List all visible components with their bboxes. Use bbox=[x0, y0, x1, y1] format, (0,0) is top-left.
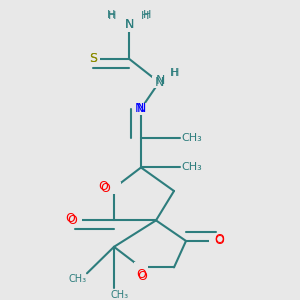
Text: H: H bbox=[170, 68, 178, 79]
FancyBboxPatch shape bbox=[152, 76, 166, 88]
Text: O: O bbox=[214, 233, 224, 246]
Text: O: O bbox=[215, 235, 224, 248]
Text: CH₃: CH₃ bbox=[111, 290, 129, 300]
Text: S: S bbox=[89, 52, 97, 65]
Text: CH₃: CH₃ bbox=[69, 274, 87, 284]
FancyBboxPatch shape bbox=[86, 53, 100, 64]
Text: H: H bbox=[171, 68, 180, 79]
Text: N: N bbox=[135, 102, 144, 115]
Text: O: O bbox=[100, 182, 110, 195]
Text: H: H bbox=[107, 10, 115, 20]
Text: S: S bbox=[89, 52, 97, 65]
Text: N: N bbox=[154, 76, 164, 89]
Text: O: O bbox=[99, 180, 108, 193]
Text: O: O bbox=[136, 268, 146, 281]
Text: N: N bbox=[124, 19, 134, 32]
Text: O: O bbox=[67, 214, 77, 227]
Text: N: N bbox=[156, 74, 165, 87]
Text: N: N bbox=[136, 102, 146, 115]
Text: O: O bbox=[138, 270, 147, 283]
FancyBboxPatch shape bbox=[68, 214, 82, 226]
Text: H: H bbox=[141, 11, 150, 21]
Text: H: H bbox=[108, 11, 117, 21]
FancyBboxPatch shape bbox=[122, 21, 136, 32]
Text: N: N bbox=[124, 19, 134, 32]
Text: CH₃: CH₃ bbox=[182, 133, 202, 143]
FancyBboxPatch shape bbox=[134, 262, 148, 273]
FancyBboxPatch shape bbox=[209, 235, 223, 247]
Text: H: H bbox=[143, 10, 151, 20]
Text: O: O bbox=[66, 212, 75, 225]
Text: CH₃: CH₃ bbox=[182, 163, 202, 172]
FancyBboxPatch shape bbox=[134, 103, 148, 115]
FancyBboxPatch shape bbox=[107, 182, 121, 194]
FancyBboxPatch shape bbox=[122, 21, 136, 32]
